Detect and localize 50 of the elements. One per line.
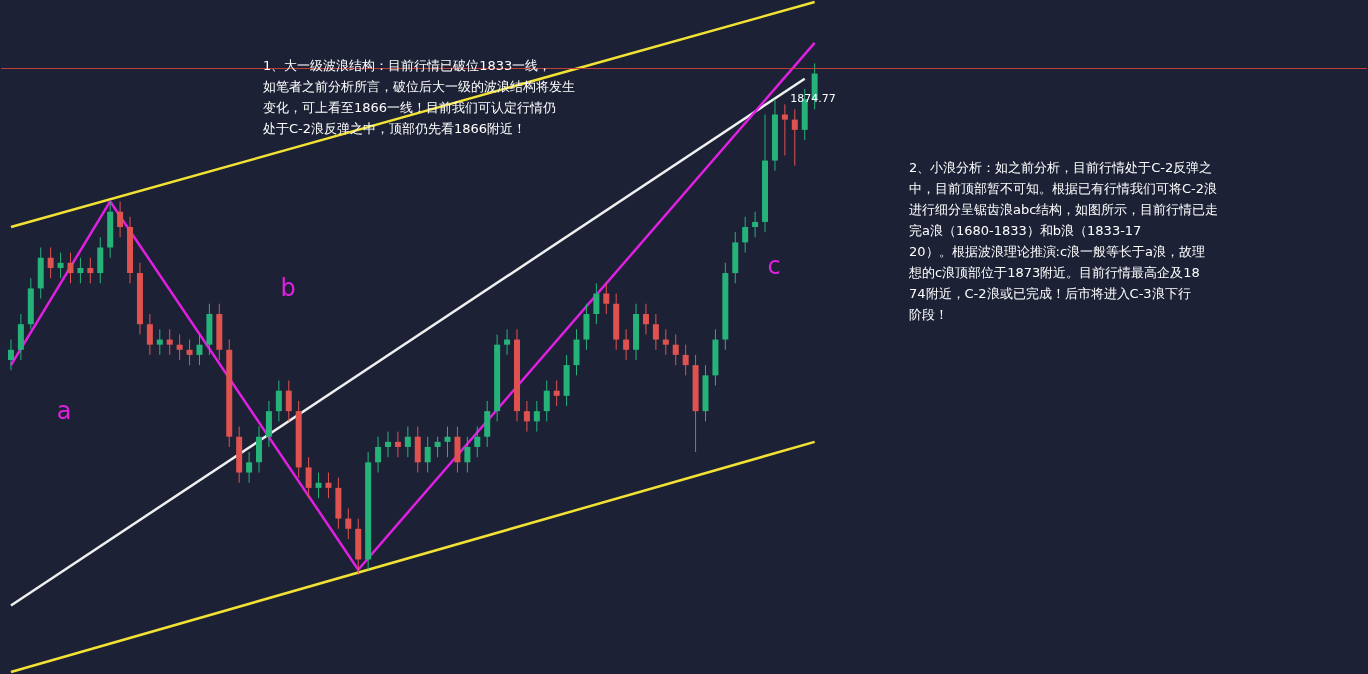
candlestick xyxy=(375,436,382,474)
candlestick xyxy=(603,282,610,315)
candlestick xyxy=(394,431,401,458)
candlestick xyxy=(57,252,64,279)
annotation: a xyxy=(56,397,72,425)
annotation: c xyxy=(767,252,781,280)
candlestick xyxy=(434,436,441,458)
candlestick xyxy=(156,328,163,356)
candlestick xyxy=(176,333,183,361)
candlestick xyxy=(662,328,669,356)
candlestick xyxy=(77,257,84,284)
candlestick xyxy=(533,400,540,433)
candlestick xyxy=(47,247,54,279)
candlestick xyxy=(672,333,679,366)
candlestick xyxy=(87,257,94,284)
text: 2、小浪分析：如之前分析，目前行情处于C-2反弹之中，目前顶部暂不可知。根据已有行情我们可将C-2浪进行细分呈锯齿浪abc结构，如图所示，目前行情已走完a浪（1680-1833）和b浪（1833-1720）。根据波浪理论推演:c浪一般等长于a浪，故理想的c浪顶部位于1873附近。目前行情最高企及1874附近，C-2浪或已完成！后市将进入C-3浪下行阶段！ xyxy=(908,160,1219,322)
candlestick xyxy=(404,426,411,458)
candlestick xyxy=(593,282,600,325)
candlestick xyxy=(325,472,332,499)
candlestick xyxy=(285,379,292,422)
candlestick xyxy=(196,333,203,366)
candlestick xyxy=(146,313,153,356)
candlestick xyxy=(186,339,193,366)
candlestick xyxy=(117,200,124,238)
candlestick xyxy=(523,400,530,433)
candlestick xyxy=(345,507,352,540)
candlestick xyxy=(315,472,322,499)
candlestick xyxy=(305,456,312,499)
candlestick xyxy=(543,379,550,422)
candlestick xyxy=(166,328,173,356)
candlestick xyxy=(464,436,471,474)
candlestick xyxy=(385,431,391,458)
candlestick xyxy=(742,216,749,254)
candlestick xyxy=(444,426,451,458)
candlestick xyxy=(652,313,659,351)
candlestick xyxy=(791,108,798,167)
candlestick xyxy=(7,339,14,371)
candlestick xyxy=(504,328,511,356)
candlestick xyxy=(781,103,788,156)
candlestick xyxy=(752,211,759,238)
candlestick xyxy=(553,379,560,407)
candlestick xyxy=(67,252,74,284)
candlestick xyxy=(682,344,689,376)
candlestick xyxy=(246,451,253,484)
candlestick xyxy=(474,426,481,458)
candlestick xyxy=(275,379,282,422)
annotation: b xyxy=(280,274,296,302)
candlestick xyxy=(424,436,431,474)
candlestick xyxy=(642,303,649,335)
candlestick xyxy=(623,328,630,361)
